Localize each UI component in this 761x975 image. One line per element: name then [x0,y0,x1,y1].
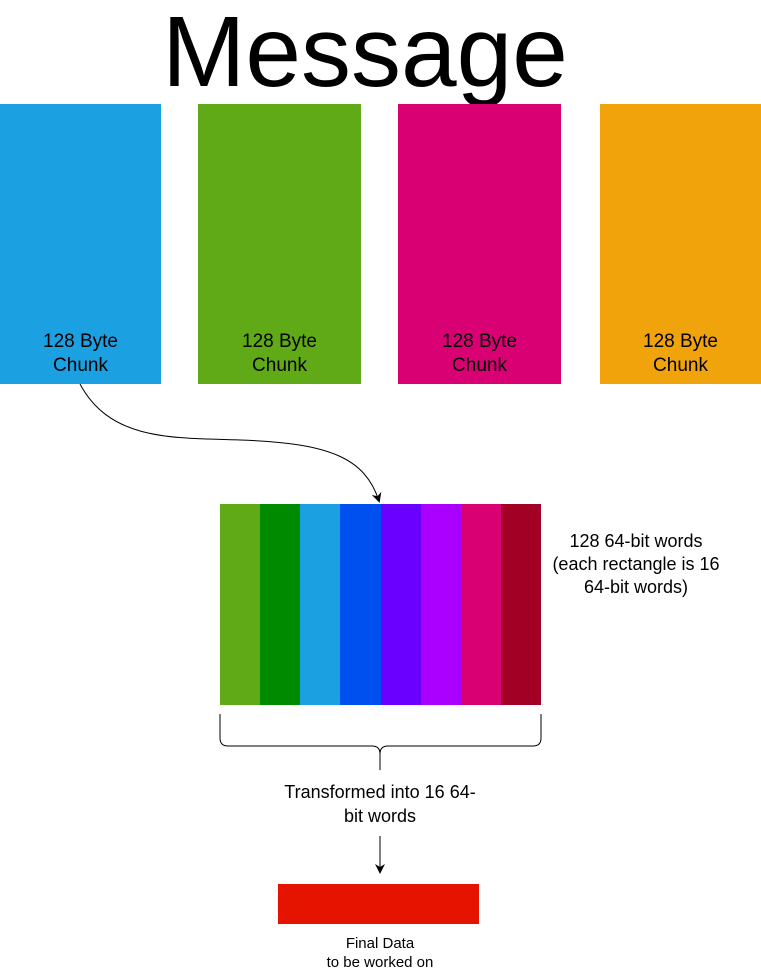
chunk-label-4: 128 Byte Chunk [621,330,741,378]
word-block-7 [460,504,501,705]
chunk-label-2: 128 Byte Chunk [220,330,340,378]
word-block-1 [220,504,261,705]
diagram-title: Message [162,0,568,108]
word-blocks [220,504,541,705]
words-caption-line-3: 64-bit words) [583,577,689,597]
chunk-block-4: 128 Byte Chunk [600,104,761,384]
word-block-8 [500,504,541,705]
chunk-label-1: 128 Byte Chunk [21,330,141,378]
words-caption: 128 64-bit words (each rectangle is 16 6… [540,530,732,599]
words-caption-line-2: (each rectangle is 16 [552,554,720,574]
transform-caption-line-2: bit words [343,806,417,826]
curly-brace [219,714,542,770]
chunk-label-4-line-2: Chunk [653,355,708,376]
chunk-label-3-line-1: 128 Byte [442,331,517,352]
final-data-box [278,884,479,924]
word-block-4 [340,504,381,705]
chunk-label-2-line-1: 128 Byte [242,331,317,352]
transform-caption-line-1: Transformed into 16 64- [284,782,476,802]
chunk-label-3-line-2: Chunk [452,355,507,376]
final-caption-line-2: to be worked on [326,954,434,971]
chunk-label-1-line-1: 128 Byte [43,331,118,352]
word-block-6 [420,504,461,705]
final-data-caption: Final Data to be worked on [290,934,470,972]
chunk-label-4-line-1: 128 Byte [643,331,718,352]
chunk-block-1: 128 Byte Chunk [0,104,161,384]
final-caption-line-1: Final Data [345,935,415,952]
transform-caption: Transformed into 16 64- bit words [260,780,500,828]
chunk-label-3: 128 Byte Chunk [420,330,540,378]
word-block-3 [300,504,341,705]
word-block-5 [380,504,421,705]
word-block-2 [260,504,301,705]
curved-arrow [79,383,382,503]
chunk-label-2-line-2: Chunk [252,355,307,376]
chunk-block-2: 128 Byte Chunk [198,104,361,384]
chunk-label-1-line-2: Chunk [53,355,108,376]
chunk-block-3: 128 Byte Chunk [398,104,561,384]
words-caption-line-1: 128 64-bit words [569,531,703,551]
